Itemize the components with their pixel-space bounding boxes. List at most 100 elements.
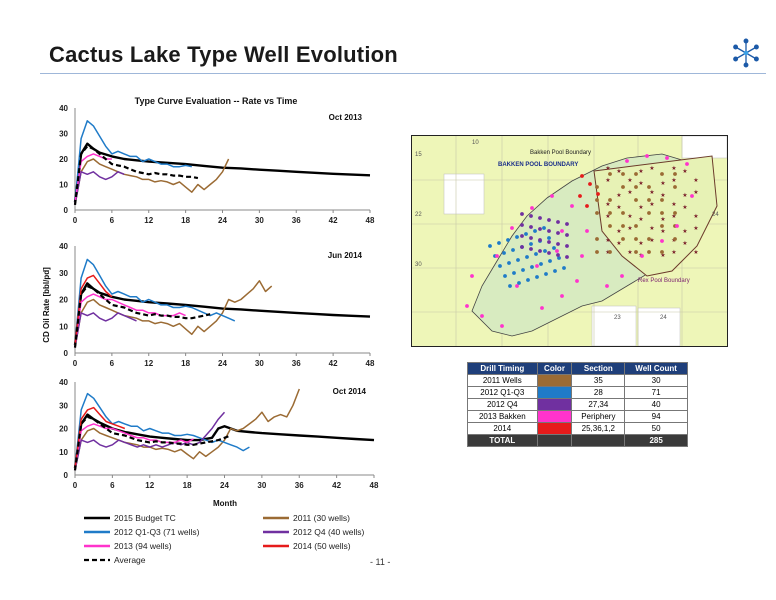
well-marker-2012-q1q3	[515, 235, 519, 239]
section-cell: 28	[571, 386, 626, 399]
well-marker-2012-q1q3	[544, 272, 548, 276]
well-marker-2011: ★	[605, 249, 610, 256]
map-section-number: 24	[660, 315, 667, 321]
well-marker-2011	[660, 198, 664, 202]
table-header: Color	[536, 362, 573, 375]
well-marker-2012-q1q3	[525, 255, 529, 259]
well-marker-2011	[595, 237, 599, 241]
well-marker-2011: ★	[671, 165, 676, 172]
well-marker-2012-q4	[538, 238, 542, 242]
well-marker-2012-q1q3	[552, 246, 556, 250]
total-spacer	[571, 434, 626, 447]
x-tick-label: 0	[73, 481, 78, 490]
series-line-budget	[73, 142, 371, 203]
series-line-wells2011	[74, 158, 230, 206]
well-marker-2013	[550, 194, 554, 198]
well-marker-2012-q1q3	[508, 284, 512, 288]
well-marker-2011	[608, 250, 612, 254]
well-marker-2012-q1q3	[524, 232, 528, 236]
well-marker-2011: ★	[616, 240, 621, 247]
well-marker-2012-q1q3	[548, 259, 552, 263]
well-marker-2011: ★	[605, 213, 610, 220]
well-marker-2011: ★	[649, 225, 654, 232]
well-marker-2011	[647, 250, 651, 254]
well-marker-2014	[588, 182, 592, 186]
chart-panel-3: 0 10 20 30 40 0 6 12 18 24 30 36 42 48 Oct 2014 Month	[59, 378, 379, 508]
x-tick-label: 6	[110, 359, 115, 368]
series-line-wells2012q4	[74, 171, 125, 206]
well-location-map: ★ ★ ★ ★ ★ ★ ★ ★ ★ ★ ★ ★ ★ ★ ★ ★ ★ ★ ★ ★ ★ ★ ★ ★ ★ ★ ★ ★ ★ ★ ★ ★ ★ ★ ★ ★ ★ ★ ★ ★…	[411, 135, 728, 347]
well-marker-2011: ★	[682, 228, 687, 235]
y-tick-label: 40	[59, 378, 68, 387]
map-label-rex-boundary: Rex Pool Boundary	[638, 278, 690, 284]
drill-timing-cell: 2011 Wells	[467, 374, 538, 387]
map-section-number: 23	[614, 315, 621, 321]
total-count: 285	[624, 434, 688, 447]
well-marker-2011: ★	[605, 165, 610, 172]
series-line-budget	[73, 413, 375, 469]
well-marker-2011: ★	[693, 213, 698, 220]
x-tick-label: 6	[110, 481, 115, 490]
well-marker-2012-q1q3	[530, 265, 534, 269]
well-marker-2011: ★	[671, 201, 676, 208]
legend-label: 2012 Q1-Q3 (71 wells)	[114, 527, 200, 537]
table-row: 2012 Q4 27,34 40	[467, 398, 688, 411]
well-marker-2014	[580, 174, 584, 178]
well-marker-2012-q1q3	[557, 256, 561, 260]
series-line-wells2011	[74, 388, 300, 471]
well-marker-2011: ★	[627, 213, 632, 220]
map-section-number: 15	[415, 152, 422, 158]
well-marker-2011: ★	[605, 177, 610, 184]
well-marker-2011: ★	[649, 189, 654, 196]
well-count-cell: 94	[624, 410, 688, 423]
company-logo-icon	[733, 38, 759, 68]
well-marker-2012-q1q3	[502, 251, 506, 255]
well-marker-2011: ★	[671, 213, 676, 220]
well-marker-2013	[500, 324, 504, 328]
y-tick-label: 30	[59, 269, 68, 278]
well-marker-2011: ★	[616, 204, 621, 211]
legend-label: 2013 (94 wells)	[114, 541, 172, 551]
x-tick-label: 6	[110, 216, 115, 225]
well-marker-2012-q4	[538, 216, 542, 220]
series-line-wells2014	[74, 274, 113, 346]
well-marker-2011: ★	[627, 177, 632, 184]
x-tick-label: 18	[181, 359, 190, 368]
well-marker-2012-q1q3	[497, 241, 501, 245]
well-marker-2012-q1q3	[526, 278, 530, 282]
chart-panel-label: Oct 2014	[333, 387, 367, 396]
chart-panel-2: 0 10 20 30 40 0 6 12 18 24 30 36 42 48 Jun 2014 CD Oil …	[42, 242, 375, 368]
section-cell: Periphery	[571, 410, 626, 423]
well-marker-2012-q1q3	[535, 275, 539, 279]
well-marker-2012-q4	[520, 223, 524, 227]
well-marker-2011: ★	[638, 180, 643, 187]
well-marker-2013	[480, 314, 484, 318]
y-tick-label: 10	[59, 448, 68, 457]
color-swatch-cell	[536, 398, 573, 411]
color-swatch-cell	[536, 422, 573, 435]
well-marker-2011: ★	[682, 192, 687, 199]
y-tick-label: 40	[59, 242, 68, 251]
chart-panel-label: Jun 2014	[328, 251, 363, 260]
well-marker-2011: ★	[660, 252, 665, 259]
y-tick-label: 30	[59, 130, 68, 139]
map-section-number: 24	[712, 212, 719, 218]
well-marker-2011	[647, 211, 651, 215]
y-tick-label: 0	[64, 206, 69, 215]
well-marker-2013	[620, 274, 624, 278]
well-marker-2011	[660, 172, 664, 176]
well-marker-2013	[465, 304, 469, 308]
well-marker-2011: ★	[649, 165, 654, 172]
series-line-wells2012q1q3	[74, 392, 250, 469]
well-marker-2011: ★	[693, 249, 698, 256]
well-marker-2011: ★	[649, 201, 654, 208]
well-marker-2012-q4	[529, 247, 533, 251]
well-marker-2011	[634, 224, 638, 228]
drill-timing-cell: 2013 Bakken	[467, 410, 538, 423]
well-marker-2012-q1q3	[511, 248, 515, 252]
well-marker-2011: ★	[671, 249, 676, 256]
y-tick-label: 40	[59, 104, 68, 113]
well-marker-2011	[621, 172, 625, 176]
well-marker-2013	[675, 224, 679, 228]
well-count-cell: 71	[624, 386, 688, 399]
